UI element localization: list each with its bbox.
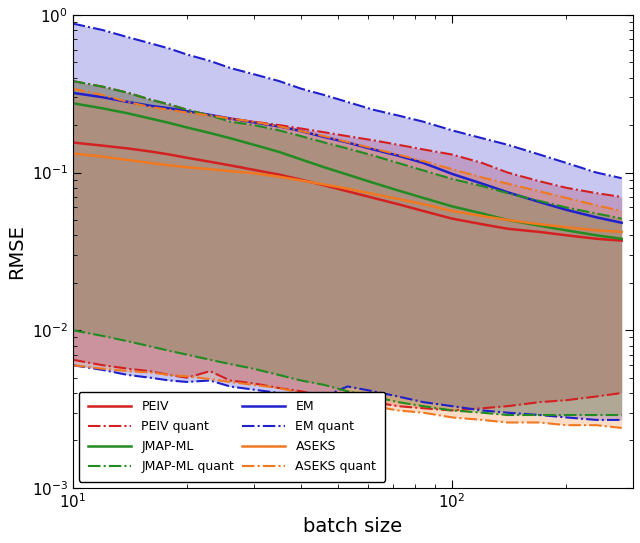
Y-axis label: RMSE: RMSE <box>7 224 26 279</box>
X-axis label: batch size: batch size <box>303 517 403 536</box>
Legend: PEIV, PEIV quant, JMAP-ML, JMAP-ML quant, EM, EM quant, ASEKS, ASEKS quant: PEIV, PEIV quant, JMAP-ML, JMAP-ML quant… <box>79 392 385 482</box>
